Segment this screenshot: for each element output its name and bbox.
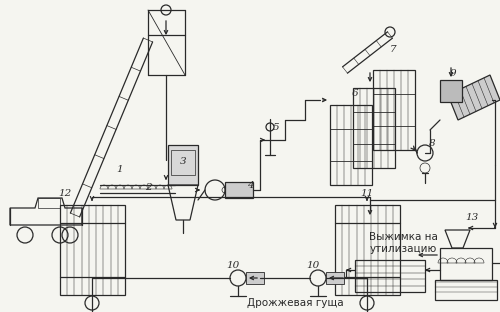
- Text: Выжимка на
утилизацию: Выжимка на утилизацию: [368, 232, 438, 254]
- Text: 9: 9: [450, 69, 456, 77]
- Text: 7: 7: [390, 46, 396, 55]
- Bar: [38, 198, 60, 208]
- Bar: [246, 272, 264, 284]
- Text: 8: 8: [428, 139, 436, 148]
- Bar: [355, 260, 425, 292]
- Bar: [353, 88, 395, 168]
- Bar: [440, 248, 492, 280]
- Polygon shape: [448, 75, 500, 120]
- Text: 13: 13: [466, 213, 478, 222]
- Bar: [435, 280, 497, 300]
- Bar: [440, 80, 462, 102]
- Bar: [60, 205, 125, 295]
- Bar: [335, 205, 400, 295]
- Text: Дрожжевая гуща: Дрожжевая гуща: [246, 298, 344, 308]
- Text: 6: 6: [352, 89, 358, 97]
- Bar: [330, 105, 372, 185]
- Bar: [225, 182, 253, 198]
- Text: 11: 11: [360, 188, 374, 197]
- Text: 3: 3: [180, 158, 186, 167]
- Text: 10: 10: [306, 261, 320, 270]
- Bar: [326, 272, 344, 284]
- Text: 2: 2: [144, 183, 152, 193]
- Text: 1: 1: [116, 165, 123, 174]
- Text: 12: 12: [58, 188, 71, 197]
- Bar: [373, 70, 415, 150]
- Bar: [168, 145, 198, 185]
- Bar: [171, 150, 195, 175]
- Text: 4: 4: [246, 181, 254, 189]
- Text: 10: 10: [226, 261, 239, 270]
- Text: 5: 5: [272, 124, 280, 133]
